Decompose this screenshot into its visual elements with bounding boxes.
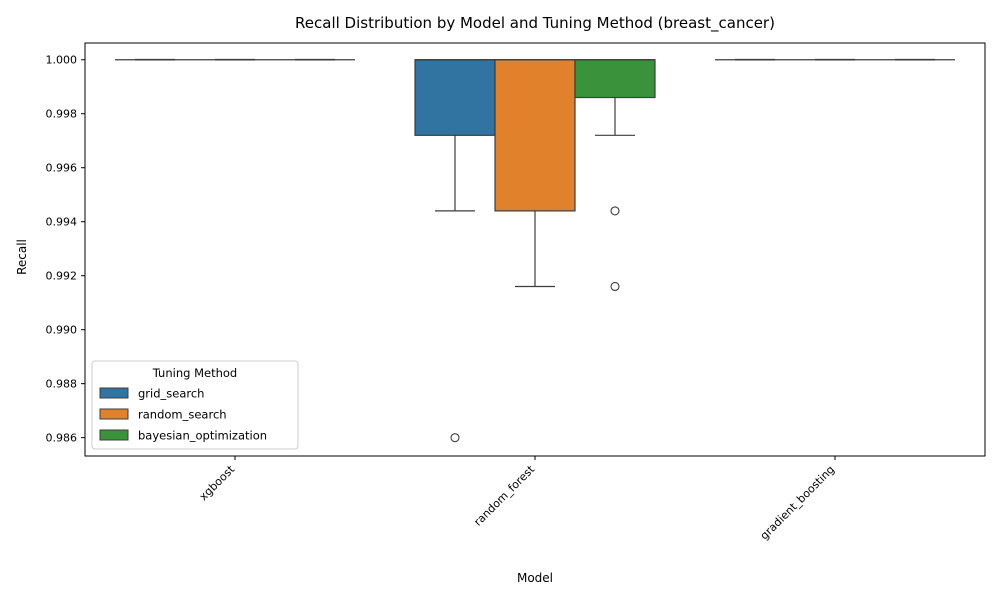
y-tick-label: 0.996 xyxy=(46,162,78,175)
legend-title: Tuning Method xyxy=(152,366,237,380)
outlier-point xyxy=(450,433,460,443)
legend-label: bayesian_optimization xyxy=(138,429,267,443)
plot-area xyxy=(115,58,955,443)
y-tick-label: 0.994 xyxy=(46,216,78,229)
outlier-point xyxy=(610,281,620,292)
legend-swatch xyxy=(99,408,129,420)
box-bayesian_optimization-random_forest xyxy=(574,59,656,292)
legend-swatch xyxy=(99,429,129,441)
chart-title: Recall Distribution by Model and Tuning … xyxy=(295,14,775,33)
box-body xyxy=(494,59,576,212)
box-grid_search-random_forest xyxy=(414,59,496,443)
legend-item-random_search[interactable]: random_search xyxy=(99,408,227,422)
legend-label: grid_search xyxy=(138,387,204,401)
box-random_search-random_forest xyxy=(494,59,576,288)
y-tick-label: 1.000 xyxy=(46,54,78,67)
y-axis-label: Recall xyxy=(15,239,29,275)
y-tick-label: 0.986 xyxy=(46,432,78,445)
box-body xyxy=(414,59,496,136)
x-tick-label: xgboost xyxy=(197,462,238,503)
x-tick-label: gradient_boosting xyxy=(758,463,837,542)
y-tick-label: 0.988 xyxy=(46,378,78,391)
legend-frame xyxy=(91,360,299,450)
y-tick-label: 0.992 xyxy=(46,270,78,283)
legend-swatch xyxy=(99,387,129,399)
legend-item-bayesian_optimization[interactable]: bayesian_optimization xyxy=(99,429,267,443)
y-tick-label: 0.990 xyxy=(46,324,78,337)
x-axis-label: Model xyxy=(517,571,553,585)
box-body xyxy=(574,59,656,99)
legend[interactable]: Tuning Method grid_search random_searchbay… xyxy=(91,360,299,450)
y-tick-label: 0.998 xyxy=(46,108,78,121)
legend-label: random_search xyxy=(138,408,227,422)
x-tick-label: random_forest xyxy=(471,462,537,528)
legend-item-grid_search[interactable]: grid_search xyxy=(99,387,204,401)
outlier-point xyxy=(610,206,620,216)
